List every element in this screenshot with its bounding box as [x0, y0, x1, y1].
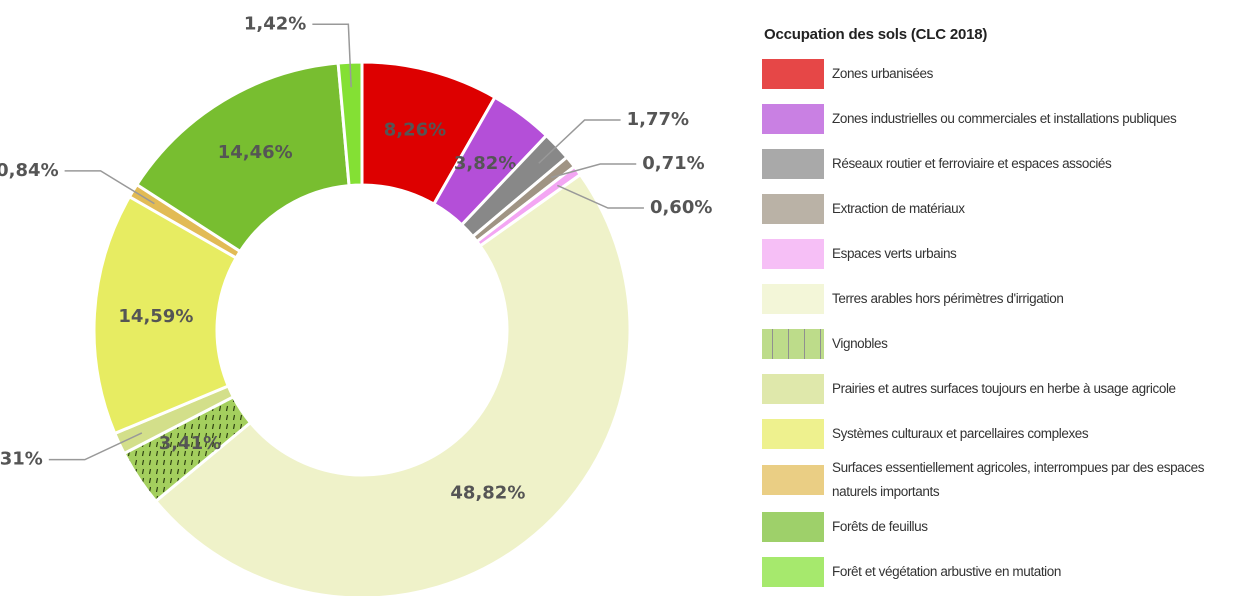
legend-item: Réseaux routier et ferroviaire et espace… [762, 141, 1252, 186]
legend-item: Surfaces essentiellement agricoles, inte… [762, 456, 1252, 504]
legend-swatch [762, 511, 824, 542]
legend-label: Forêts de feuillus [832, 518, 928, 534]
legend-swatch [762, 58, 824, 89]
legend-swatch [762, 465, 824, 495]
legend-swatch [762, 373, 824, 404]
legend-item: Prairies et autres surfaces toujours en … [762, 366, 1252, 411]
value-label: 3,41% [159, 433, 221, 454]
legend-label: Réseaux routier et ferroviaire et espace… [832, 155, 1112, 171]
legend-label: Terres arables hors périmètres d'irrigat… [832, 290, 1064, 306]
value-label: 48,82% [450, 483, 525, 504]
legend-label: Prairies et autres surfaces toujours en … [832, 380, 1176, 396]
legend-item: Terres arables hors périmètres d'irrigat… [762, 276, 1252, 321]
value-label: 0,84% [0, 160, 59, 181]
legend-label: Forêt et végétation arbustive en mutatio… [832, 563, 1061, 579]
legend-label: Zones urbanisées [832, 65, 933, 81]
legend-swatch [762, 103, 824, 134]
legend-item: Espaces verts urbains [762, 231, 1252, 276]
leader-line [538, 119, 621, 164]
donut-slice [92, 194, 239, 436]
value-label: 1,31% [0, 449, 43, 470]
legend-item: Extraction de matériaux [762, 186, 1252, 231]
legend-item: Systèmes culturaux et parcellaires compl… [762, 411, 1252, 456]
legend-label: Espaces verts urbains [832, 245, 957, 261]
leader-line [551, 163, 637, 179]
legend-swatch [762, 148, 824, 179]
legend-swatch [762, 238, 824, 269]
donut-slice [336, 60, 364, 188]
legend-label: Systèmes culturaux et parcellaires compl… [832, 425, 1089, 441]
legend-label: Vignobles [832, 335, 888, 351]
legend: Occupation des sols (CLC 2018) Zones urb… [762, 22, 1252, 594]
legend-item: Forêt et végétation arbustive en mutatio… [762, 549, 1252, 594]
value-label: 3,82% [454, 153, 516, 174]
legend-label: Extraction de matériaux [832, 200, 965, 216]
value-label: 0,71% [642, 153, 704, 174]
legend-swatch [762, 556, 824, 587]
legend-item: Zones industrielles ou commerciales et i… [762, 96, 1252, 141]
value-label: 1,77% [627, 109, 689, 130]
value-label: 1,42% [244, 13, 306, 34]
legend-swatch [762, 328, 824, 359]
legend-title: Occupation des sols (CLC 2018) [764, 26, 988, 43]
value-label: 0,60% [650, 197, 712, 218]
legend-swatch [762, 283, 824, 314]
legend-item: Vignobles [762, 321, 1252, 366]
leader-line [64, 170, 155, 205]
legend-swatch [762, 418, 824, 449]
donut-chart: 8,26% 3,82% 48,82% 3,41% 14,59% 14,46% 1,77% 0,… [0, 13, 712, 596]
value-label: 14,59% [118, 306, 193, 327]
legend-label: Zones industrielles ou commerciales et i… [832, 110, 1177, 126]
leader-line [312, 23, 352, 88]
value-label: 14,46% [218, 142, 293, 163]
leader-line [557, 184, 644, 209]
legend-item: Zones urbanisées [762, 51, 1252, 96]
legend-item: Forêts de feuillus [762, 504, 1252, 549]
donut-slice [153, 172, 632, 596]
legend-label: Surfaces essentiellement agricoles, inte… [832, 460, 1205, 499]
value-label: 8,26% [384, 119, 446, 140]
legend-swatch [762, 193, 824, 224]
leader-line [48, 432, 143, 461]
